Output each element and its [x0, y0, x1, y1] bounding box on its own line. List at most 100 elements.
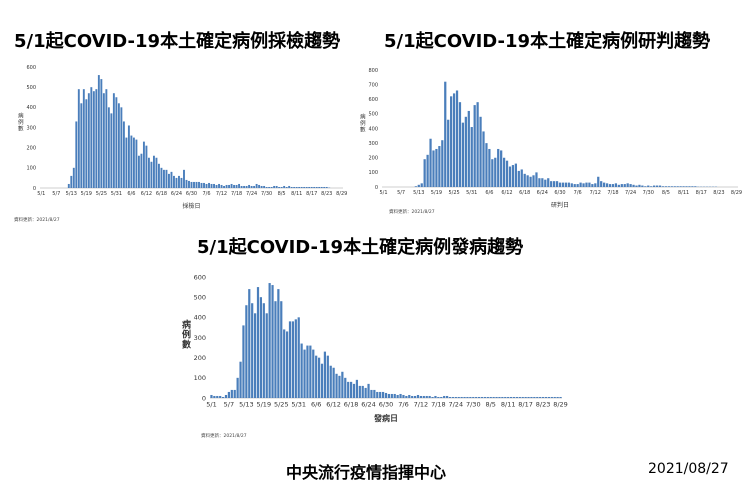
bar — [70, 175, 73, 188]
bar — [236, 377, 239, 398]
bar — [305, 186, 308, 188]
y-tick-label: 200 — [368, 156, 378, 162]
x-tick-label: 6/12 — [501, 190, 512, 196]
bar — [485, 143, 488, 188]
bar — [443, 395, 446, 398]
bar — [315, 186, 318, 188]
x-tick-label: 5/19 — [431, 190, 442, 196]
bar — [685, 186, 688, 187]
x-tick-label: 6/18 — [519, 190, 530, 196]
bar — [470, 127, 473, 187]
bar — [278, 186, 281, 188]
bar — [312, 349, 315, 398]
bar — [233, 184, 236, 188]
bar — [225, 184, 228, 188]
bar — [364, 387, 367, 398]
x-tick-label: 6/24 — [361, 401, 376, 409]
bar — [105, 89, 108, 188]
bar — [434, 395, 437, 398]
bar — [429, 138, 432, 187]
bar — [170, 171, 173, 188]
bar — [303, 349, 306, 398]
bar — [600, 181, 603, 187]
bar — [291, 321, 295, 398]
bar — [520, 169, 523, 187]
bar — [367, 383, 370, 398]
bar — [426, 154, 429, 187]
y-tick-label: 500 — [26, 85, 36, 91]
x-tick-label: 5/7 — [52, 191, 60, 197]
bar — [608, 184, 612, 187]
bar — [422, 395, 425, 398]
bar — [494, 157, 497, 187]
bar — [532, 175, 535, 187]
bar — [467, 110, 470, 187]
x-axis-label: 採檢日 — [182, 202, 200, 210]
bar — [358, 385, 361, 398]
data-source-note: 資料更新：2021/8/27 — [14, 216, 60, 223]
y-tick-label: 400 — [194, 314, 206, 322]
bar — [288, 321, 292, 398]
bar — [97, 75, 100, 188]
bar — [317, 357, 321, 398]
bar — [245, 185, 248, 188]
bar — [591, 184, 594, 187]
bar — [315, 355, 318, 398]
bar — [479, 116, 482, 187]
x-tick-label: 7/24 — [625, 190, 636, 196]
bar — [341, 371, 344, 398]
data-source-note: 資料更新：2021/8/27 — [389, 208, 435, 215]
x-tick-label: 5/1 — [379, 190, 387, 196]
bar — [125, 137, 128, 188]
x-tick-label: 7/24 — [246, 191, 257, 197]
x-tick-label: 5/7 — [224, 401, 234, 409]
bar — [132, 137, 135, 188]
bar — [611, 184, 615, 187]
bar — [458, 102, 462, 187]
bar — [295, 186, 298, 188]
x-tick-label: 8/23 — [536, 401, 551, 409]
bar — [632, 184, 635, 187]
bar — [585, 182, 588, 187]
y-tick-label: 0 — [33, 186, 36, 192]
bar — [100, 79, 103, 188]
bar — [614, 183, 618, 187]
bar — [507, 396, 510, 398]
bar — [544, 179, 547, 187]
bar — [293, 186, 296, 188]
bar — [538, 178, 541, 187]
bar — [558, 182, 562, 187]
bar — [667, 186, 670, 187]
x-tick-label: 6/30 — [554, 190, 565, 196]
bar — [629, 184, 632, 187]
bar — [526, 175, 529, 187]
bar — [527, 396, 530, 398]
x-tick-label: 5/25 — [96, 191, 107, 197]
bar — [152, 155, 155, 188]
x-tick-label: 8/5 — [278, 191, 286, 197]
bar — [582, 183, 585, 187]
bar — [213, 395, 216, 398]
bar — [256, 287, 260, 398]
bar — [258, 184, 261, 188]
bar — [452, 93, 456, 187]
bar — [323, 186, 326, 188]
bar — [408, 394, 411, 399]
x-tick-label: 7/18 — [231, 191, 242, 197]
bar — [454, 396, 457, 398]
bar — [482, 131, 485, 187]
bar — [517, 170, 520, 187]
bar — [647, 185, 650, 187]
bar — [265, 186, 268, 188]
bar — [338, 375, 341, 398]
x-tick-label: 5/25 — [274, 401, 289, 409]
bar — [488, 148, 491, 187]
bar — [373, 389, 376, 398]
bar — [402, 394, 405, 399]
x-tick-label: 6/30 — [379, 401, 394, 409]
bar — [262, 303, 265, 398]
bar — [676, 186, 679, 187]
bar — [396, 394, 399, 399]
bar — [641, 185, 644, 187]
bar — [310, 186, 313, 188]
